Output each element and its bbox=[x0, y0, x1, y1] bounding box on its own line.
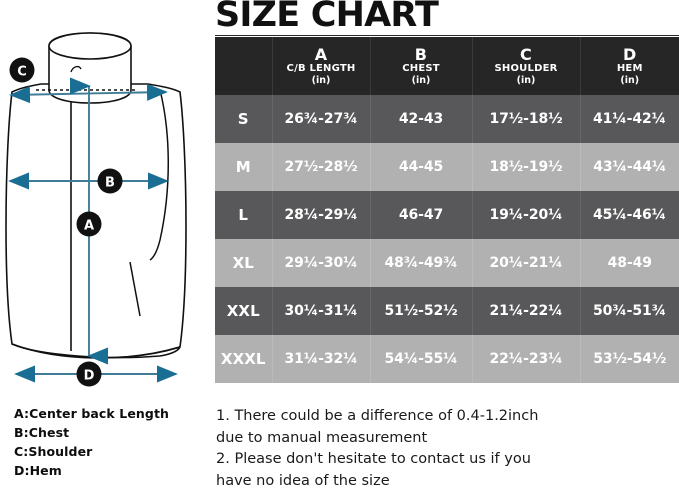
cell-size: M bbox=[215, 143, 272, 191]
marker-badge-b: B bbox=[98, 169, 123, 194]
table-row: XL 29¼-30¼ 48¾-49¾ 20¼-21¼ 48-49 bbox=[215, 239, 679, 287]
cell-hem: 50¾-51¾ bbox=[580, 287, 679, 335]
marker-badge-c: C bbox=[10, 58, 35, 83]
cell-shoulder: 20¼-21¼ bbox=[472, 239, 580, 287]
marker-label-b: B bbox=[105, 176, 115, 191]
cell-shoulder: 22¼-23¼ bbox=[472, 335, 580, 383]
legend-item-a: A:Center back Length bbox=[14, 404, 213, 423]
cell-chest: 46-47 bbox=[370, 191, 472, 239]
column-name-b: CHEST bbox=[371, 63, 472, 75]
table-row: XXXL 31¼-32¼ 54¼-55¼ 22¼-23¼ 53½-54½ bbox=[215, 335, 679, 383]
column-unit-a: (in) bbox=[273, 75, 370, 86]
column-unit-c: (in) bbox=[473, 75, 580, 86]
cell-cb-length: 31¼-32¼ bbox=[272, 335, 370, 383]
table-row: L 28¼-29¼ 46-47 19¼-20¼ 45¼-46¼ bbox=[215, 191, 679, 239]
cell-size: S bbox=[215, 95, 272, 143]
legend-item-b: B:Chest bbox=[14, 423, 213, 442]
note-line-3: 2. Please don't hesitate to contact us i… bbox=[216, 449, 678, 471]
cell-shoulder: 21¼-22¼ bbox=[472, 287, 580, 335]
cell-cb-length: 27½-28½ bbox=[272, 143, 370, 191]
table-row: S 26¾-27¾ 42-43 17½-18½ 41¼-42¼ bbox=[215, 95, 679, 143]
column-header-d: D HEM (in) bbox=[580, 37, 679, 95]
note-line-1: 1. There could be a difference of 0.4-1.… bbox=[216, 406, 678, 428]
cell-size: XL bbox=[215, 239, 272, 287]
cell-chest: 42-43 bbox=[370, 95, 472, 143]
marker-badge-a: A bbox=[77, 212, 102, 237]
column-header-a: A C/B LENGTH (in) bbox=[272, 37, 370, 95]
page-title: SIZE CHART bbox=[215, 0, 438, 34]
measurement-legend: A:Center back Length B:Chest C:Shoulder … bbox=[14, 404, 213, 480]
legend-item-d: D:Hem bbox=[14, 461, 213, 480]
legend-item-c: C:Shoulder bbox=[14, 442, 213, 461]
measurement-notes: 1. There could be a difference of 0.4-1.… bbox=[216, 406, 678, 492]
cell-hem: 45¼-46¼ bbox=[580, 191, 679, 239]
cell-size: L bbox=[215, 191, 272, 239]
column-header-c: C SHOULDER (in) bbox=[472, 37, 580, 95]
cell-hem: 43¼-44¼ bbox=[580, 143, 679, 191]
note-line-2: due to manual measurement bbox=[216, 428, 678, 450]
cell-hem: 48-49 bbox=[580, 239, 679, 287]
column-unit-d: (in) bbox=[581, 75, 679, 86]
column-letter-a: A bbox=[273, 46, 370, 63]
cell-cb-length: 29¼-30¼ bbox=[272, 239, 370, 287]
table-row: XXL 30¼-31¼ 51½-52½ 21¼-22¼ 50¾-51¾ bbox=[215, 287, 679, 335]
table-header-row: A C/B LENGTH (in) B CHEST (in) C SHOULDE… bbox=[215, 37, 679, 95]
note-line-4: have no idea of the size bbox=[216, 471, 678, 492]
marker-badge-d: D bbox=[77, 362, 102, 387]
column-unit-b: (in) bbox=[371, 75, 472, 86]
column-header-b: B CHEST (in) bbox=[370, 37, 472, 95]
cell-size: XXL bbox=[215, 287, 272, 335]
cell-cb-length: 26¾-27¾ bbox=[272, 95, 370, 143]
cell-chest: 48¾-49¾ bbox=[370, 239, 472, 287]
column-name-d: HEM bbox=[581, 63, 679, 75]
title-divider bbox=[215, 35, 679, 36]
table-row: M 27½-28½ 44-45 18½-19½ 43¼-44¼ bbox=[215, 143, 679, 191]
cell-hem: 41¼-42¼ bbox=[580, 95, 679, 143]
cell-size: XXXL bbox=[215, 335, 272, 383]
cell-shoulder: 17½-18½ bbox=[472, 95, 580, 143]
cell-chest: 54¼-55¼ bbox=[370, 335, 472, 383]
column-letter-c: C bbox=[473, 46, 580, 63]
cell-shoulder: 18½-19½ bbox=[472, 143, 580, 191]
marker-label-c: C bbox=[17, 65, 27, 80]
vest-illustration: C B A D bbox=[0, 26, 213, 396]
cell-cb-length: 28¼-29¼ bbox=[272, 191, 370, 239]
cell-hem: 53½-54½ bbox=[580, 335, 679, 383]
cell-chest: 44-45 bbox=[370, 143, 472, 191]
column-header-size bbox=[215, 37, 272, 95]
column-name-c: SHOULDER bbox=[473, 63, 580, 75]
cell-chest: 51½-52½ bbox=[370, 287, 472, 335]
cell-cb-length: 30¼-31¼ bbox=[272, 287, 370, 335]
marker-label-d: D bbox=[84, 369, 95, 384]
cell-shoulder: 19¼-20¼ bbox=[472, 191, 580, 239]
size-chart-table: A C/B LENGTH (in) B CHEST (in) C SHOULDE… bbox=[215, 37, 679, 383]
marker-label-a: A bbox=[84, 219, 94, 234]
column-letter-d: D bbox=[581, 46, 679, 63]
column-name-a: C/B LENGTH bbox=[273, 63, 370, 75]
column-letter-b: B bbox=[371, 46, 472, 63]
